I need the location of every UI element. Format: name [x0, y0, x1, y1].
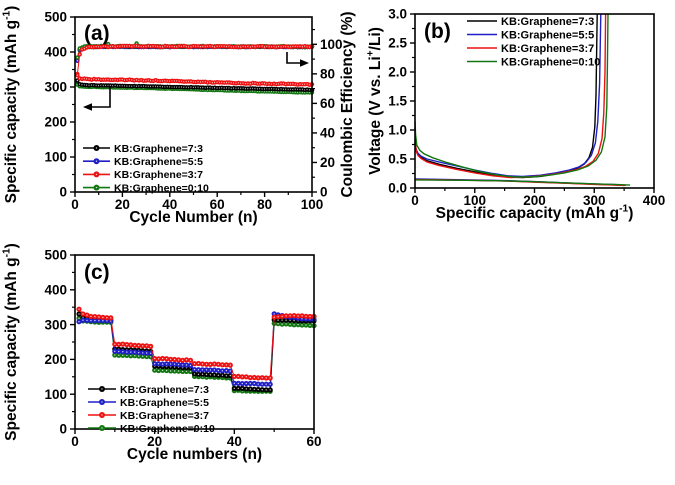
- x-tick-label: 0: [411, 193, 419, 208]
- y-axis-title-a: Specific capacity (mAh g-1​): [2, 6, 21, 204]
- legend-label: KB:Graphene=0:10: [501, 56, 600, 68]
- y-tick-label: 500: [44, 248, 67, 263]
- y-tick-label: 0.0: [388, 181, 407, 196]
- y-tick-label: 1.5: [388, 94, 407, 109]
- x-tick-label: 0: [71, 434, 79, 449]
- legend-label: KB:Graphene=3:7: [501, 43, 594, 55]
- legend-label: KB:Graphene=3:7: [114, 169, 203, 181]
- y2-tick-label: 20: [320, 155, 335, 170]
- panel-letter-b: (b): [424, 20, 451, 43]
- y-tick-label: 300: [44, 317, 67, 332]
- series-line-discharge-0-10: [414, 179, 631, 186]
- x-tick-label: 60: [306, 434, 321, 449]
- x-tick-label: 20: [147, 434, 162, 449]
- panel-b: 0 100 200 300 400 0.0 0.5 1.0 1.5 2.0 2.5 3.0 Specif…: [366, 7, 666, 222]
- legend-label: KB:Graphene=5:5: [120, 397, 209, 409]
- y-tick-label: 300: [44, 80, 67, 95]
- x-tick-label: 200: [523, 193, 546, 208]
- y-tick-label: 100: [44, 387, 67, 402]
- x-tick-label: 80: [257, 197, 272, 212]
- x-tick-label: 100: [301, 197, 324, 212]
- panel-c: 0 20 40 60 0 100 200 300 400 500 Cycle numbers (n)…: [2, 243, 322, 463]
- series-layer-b: [414, 13, 631, 187]
- x-tick-label: 300: [583, 193, 606, 208]
- arrowhead-right: [300, 59, 309, 67]
- y-axis-title-c: Specific capacity (mAh g-1​): [2, 243, 21, 441]
- y2-axis-title-a: Coulombic Efficiency (%): [339, 11, 356, 197]
- y2-tick-label: 80: [320, 67, 335, 82]
- series-markers-eff-0-10: [75, 41, 315, 60]
- y-tick-label: 0: [59, 422, 67, 437]
- series-markers-rate-3-7: [76, 306, 317, 381]
- legend-b: KB:Graphene=7:3KB:Graphene=5:5 KB:Graphen…: [467, 16, 600, 68]
- y-tick-label: 2.0: [388, 65, 407, 80]
- series-markers-eff-3-7: [75, 43, 315, 77]
- x-tick-label: 400: [643, 193, 666, 208]
- y2-tick-label: 100: [320, 37, 343, 52]
- series-layer-a: [75, 41, 315, 95]
- axes-c: 0 20 40 60 0 100 200 300 400 500: [44, 248, 321, 449]
- panel-letter-a: (a): [84, 22, 110, 45]
- y-tick-label: 100: [44, 150, 67, 165]
- y-tick-label: 0: [59, 185, 67, 200]
- y-tick-label: 3.0: [388, 7, 407, 22]
- y2-tick-label: 60: [320, 96, 335, 111]
- legend-a: KB:Graphene=7:3KB:Graphene=5:5KB:Graphen…: [83, 143, 209, 194]
- series-line-charge-0-10: [414, 13, 609, 178]
- legend-label: KB:Graphene=7:3: [501, 16, 594, 28]
- y2-tick-label: 40: [320, 126, 335, 141]
- legend-label: KB:Graphene=3:7: [120, 410, 209, 422]
- legend-label: KB:Graphene=7:3: [120, 384, 209, 396]
- series-markers-capacity-3-7: [75, 73, 315, 88]
- y-tick-label: 400: [44, 45, 67, 60]
- x-tick-label: 0: [71, 197, 79, 212]
- legend-label: KB:Graphene=5:5: [501, 29, 594, 41]
- y-tick-label: 200: [44, 352, 67, 367]
- axes-b: 0 100 200 300 400 0.0 0.5 1.0 1.5 2.0 2.5 3.0: [388, 7, 665, 208]
- annotation-arrow-a-0: [92, 86, 111, 108]
- x-axis-title-c: Cycle numbers (n): [127, 446, 262, 463]
- y-tick-label: 500: [44, 10, 67, 25]
- legend-label: KB:Graphene=0:10: [120, 423, 215, 435]
- y-tick-label: 400: [44, 283, 67, 298]
- x-tick-label: 20: [115, 197, 130, 212]
- y2-tick-label: 0: [320, 185, 328, 200]
- x-axis-title-a: Cycle Number (n): [129, 209, 257, 226]
- y-tick-label: 1.0: [388, 123, 407, 138]
- x-tick-label: 60: [210, 197, 225, 212]
- y-tick-label: 0.5: [388, 152, 407, 167]
- x-axis-title-b: Specific capacity (mAh g-1​): [436, 204, 634, 223]
- legend-label: KB:Graphene=7:3: [114, 143, 203, 155]
- legend-label: KB:Graphene=5:5: [114, 156, 203, 168]
- panel-a: 0 20 40 60 80 1000100200300400500020406080100…: [2, 6, 357, 226]
- y-axis-title-b: Voltage (V vs. Li+​/Li): [366, 27, 385, 175]
- arrowhead-left: [83, 103, 92, 111]
- series-line-eff-3-7: [76, 45, 313, 75]
- panel-letter-c: (c): [84, 261, 110, 284]
- x-tick-label: 40: [227, 434, 242, 449]
- legend-c: KB:Graphene=7:3KB:Graphene=5:5KB:Graphen…: [88, 384, 215, 435]
- annotation-arrow-a-1: [286, 52, 300, 64]
- series-layer-c: [76, 306, 317, 394]
- y-tick-label: 2.5: [388, 36, 407, 51]
- series-markers-capacity-7-3: [75, 78, 315, 93]
- x-tick-label: 40: [162, 197, 177, 212]
- y-tick-label: 200: [44, 115, 67, 130]
- x-tick-label: 100: [463, 193, 486, 208]
- legend-label: KB:Graphene=0:10: [114, 182, 209, 194]
